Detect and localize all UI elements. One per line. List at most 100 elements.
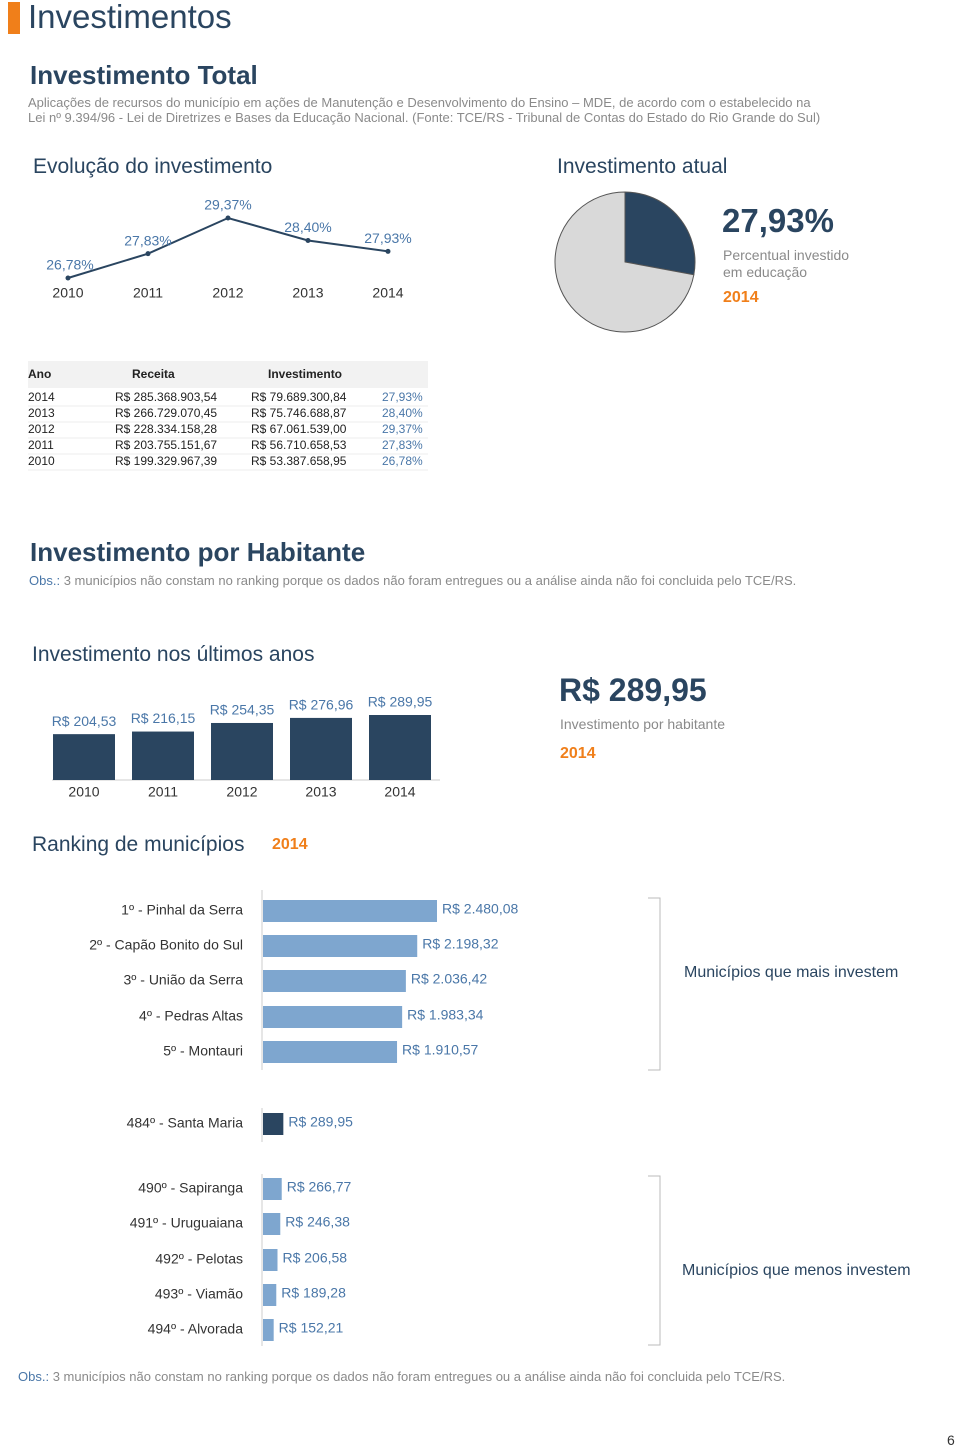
obs-text: 3 municípios não constam no ranking porq… bbox=[63, 573, 797, 588]
bar bbox=[263, 1178, 282, 1200]
group-label: Municípios que mais investem bbox=[684, 964, 898, 981]
obs: Obs.: 3 municípios não constam no rankin… bbox=[29, 573, 796, 588]
obs-label: Obs.: bbox=[29, 573, 61, 588]
point bbox=[305, 237, 311, 243]
data-label: R$ 206,58 bbox=[282, 1250, 347, 1266]
bar bbox=[263, 1113, 284, 1135]
data-label: R$ 152,21 bbox=[279, 1320, 344, 1336]
category-label: 4º - Pedras Altas bbox=[139, 1008, 243, 1024]
description: Aplicações de recursos do município em a… bbox=[28, 95, 821, 125]
table-cell: R$ 67.061.539,00 bbox=[251, 422, 347, 436]
x-tick-label: 2013 bbox=[292, 285, 323, 301]
x-tick-label: 2012 bbox=[212, 285, 243, 301]
bracket bbox=[648, 1175, 661, 1346]
category-label: 492º - Pelotas bbox=[155, 1251, 243, 1267]
point bbox=[225, 215, 231, 221]
section-title: Investimento por Habitante bbox=[30, 537, 366, 567]
category-label: 494º - Alvorada bbox=[148, 1321, 244, 1337]
obs-label: Obs.: bbox=[18, 1369, 50, 1384]
obs: Obs.: 3 municípios não constam no rankin… bbox=[18, 1369, 785, 1384]
category-label: 491º - Uruguaiana bbox=[130, 1215, 244, 1231]
table-header: Ano bbox=[28, 367, 51, 381]
chart-title: Evolução do investimento bbox=[33, 155, 273, 178]
bar bbox=[263, 1249, 278, 1271]
data-label: 29,37% bbox=[204, 197, 251, 213]
data-label: R$ 276,96 bbox=[289, 697, 354, 713]
data-label: R$ 2.198,32 bbox=[422, 936, 498, 952]
point bbox=[385, 248, 391, 254]
table-cell: R$ 199.329.967,39 bbox=[115, 454, 217, 468]
data-label: R$ 254,35 bbox=[210, 702, 275, 718]
category-label: 2º - Capão Bonito do Sul bbox=[89, 937, 243, 953]
bar-caption: Investimento por habitante bbox=[560, 716, 725, 732]
data-label: 27,83% bbox=[124, 232, 171, 248]
data-label: R$ 1.983,34 bbox=[407, 1007, 483, 1023]
table-cell: 29,37% bbox=[382, 422, 423, 436]
chart-title: Investimento atual bbox=[557, 155, 728, 178]
page-number: 6 bbox=[947, 1432, 955, 1448]
category-label: 3º - União da Serra bbox=[123, 972, 243, 988]
x-tick-label: 2010 bbox=[52, 285, 83, 301]
bar bbox=[290, 717, 352, 780]
x-tick-label: 2010 bbox=[68, 784, 99, 800]
table-cell: 2013 bbox=[28, 406, 55, 420]
table-cell: R$ 203.755.151,67 bbox=[115, 438, 217, 452]
chart-title: Ranking de municípios bbox=[32, 833, 245, 856]
category-label: 1º - Pinhal da Serra bbox=[121, 902, 243, 918]
table-cell: 2012 bbox=[28, 422, 55, 436]
bar bbox=[263, 1041, 398, 1063]
bar bbox=[263, 1284, 277, 1306]
ranking-year: 2014 bbox=[272, 836, 308, 853]
data-label: R$ 246,38 bbox=[285, 1214, 350, 1230]
point bbox=[65, 275, 71, 281]
bracket bbox=[648, 897, 661, 1071]
data-label: 27,93% bbox=[364, 230, 411, 246]
bar bbox=[369, 715, 431, 780]
x-tick-label: 2013 bbox=[305, 784, 336, 800]
data-label: R$ 2.480,08 bbox=[442, 901, 518, 917]
bar bbox=[132, 731, 194, 780]
table-cell: 26,78% bbox=[382, 454, 423, 468]
bar bbox=[263, 970, 406, 992]
table-header: Receita bbox=[132, 367, 175, 381]
x-tick-label: 2014 bbox=[384, 784, 415, 800]
pie-slice bbox=[554, 191, 695, 333]
category-label: 5º - Montauri bbox=[163, 1043, 243, 1059]
bar bbox=[263, 1213, 281, 1235]
page-title: Investimentos bbox=[28, 0, 232, 35]
bar bbox=[263, 900, 437, 922]
x-tick-label: 2011 bbox=[148, 784, 178, 800]
bar bbox=[263, 1319, 274, 1341]
table-cell: 28,40% bbox=[382, 406, 423, 420]
pie-headline: 27,93% bbox=[722, 202, 834, 239]
pie-slice bbox=[624, 191, 696, 276]
header-accent bbox=[8, 2, 20, 34]
pie-caption: Percentual investido em educação bbox=[723, 247, 850, 280]
data-label: R$ 216,15 bbox=[131, 710, 196, 726]
category-label: 493º - Viamão bbox=[155, 1286, 243, 1302]
group-label: Municípios que menos investem bbox=[682, 1262, 911, 1279]
data-label: R$ 266,77 bbox=[287, 1179, 352, 1195]
point bbox=[145, 251, 151, 257]
table-cell: R$ 79.689.300,84 bbox=[251, 390, 347, 404]
table-cell: R$ 53.387.658,95 bbox=[251, 454, 347, 468]
table-cell: 2014 bbox=[28, 390, 55, 404]
table-cell: R$ 56.710.658,53 bbox=[251, 438, 347, 452]
table-header-bg bbox=[28, 361, 428, 388]
bar-headline: R$ 289,95 bbox=[559, 672, 707, 708]
pie-year: 2014 bbox=[723, 289, 759, 306]
line bbox=[67, 216, 389, 279]
table-cell: R$ 75.746.688,87 bbox=[251, 406, 347, 420]
data-label: R$ 204,53 bbox=[52, 713, 117, 729]
table-cell: R$ 266.729.070,45 bbox=[115, 406, 217, 420]
bar bbox=[211, 722, 273, 780]
table-cell: R$ 228.334.158,28 bbox=[115, 422, 217, 436]
x-tick-label: 2012 bbox=[226, 784, 257, 800]
data-label: R$ 289,95 bbox=[368, 694, 433, 710]
category-label: 484º - Santa Maria bbox=[127, 1115, 244, 1131]
bar bbox=[263, 1006, 403, 1028]
table-cell: 2010 bbox=[28, 454, 55, 468]
chart-title: Investimento nos últimos anos bbox=[32, 643, 315, 666]
